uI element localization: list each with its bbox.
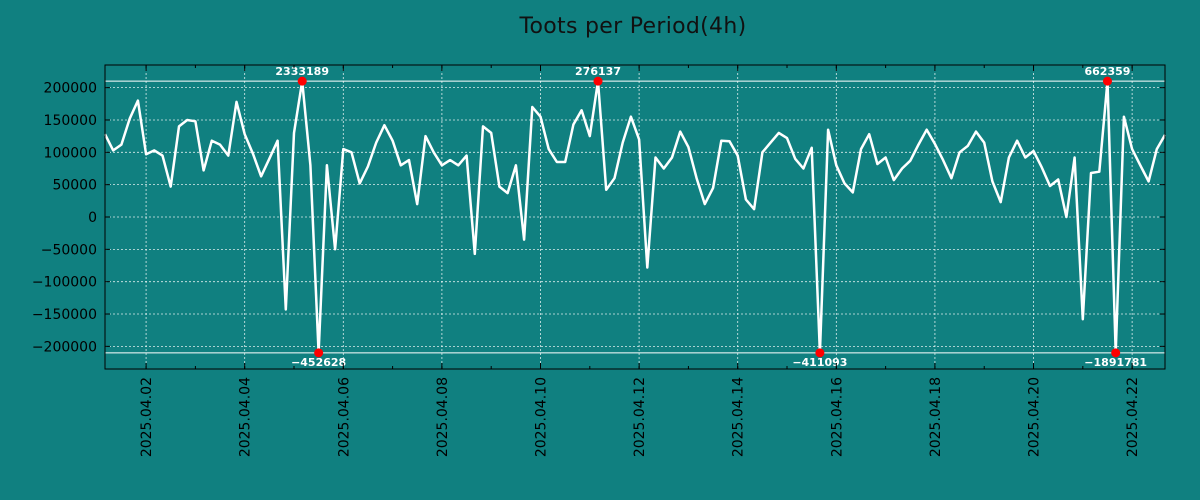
x-tick-label: 2025.04.02 [139,377,155,457]
y-tick-label: −50000 [41,242,97,258]
x-tick-label: 2025.04.06 [336,377,352,457]
y-tick-label: 100000 [44,145,97,161]
x-tick-label: 2025.04.16 [829,377,845,457]
peak-marker [1102,76,1112,86]
y-tick-label: −100000 [32,275,97,291]
x-tick-label: 2025.04.22 [1125,377,1141,457]
chart-title: Toots per Period(4h) [519,14,747,39]
peak-marker [297,76,307,86]
y-tick-label: −200000 [32,339,97,355]
clip-threshold-lines [105,80,1165,354]
peak-label: −1891781 [1084,356,1147,369]
peak-marker [1111,348,1121,358]
peak-marker [593,76,603,86]
x-tick-label: 2025.04.14 [731,377,747,457]
y-axis: −200000 −150000 −100000 −50000 0 50000 100000 1… [32,81,1165,355]
y-tick-label: 200000 [44,81,97,97]
y-tick-label: −150000 [32,307,97,323]
x-tick-label: 2025.04.08 [435,377,451,457]
x-tick-label: 2025.04.20 [1027,377,1043,457]
y-tick-label: 150000 [44,113,97,129]
x-tick-label: 2025.04.18 [928,377,944,457]
peak-label: 662359 [1085,65,1131,78]
x-tick-label: 2025.04.04 [238,377,254,457]
series-line [103,79,1167,355]
grid-lines [105,65,1165,369]
x-axis: 2025.04.02 2025.04.04 2025.04.06 2025.04.08… [139,65,1141,457]
x-tick-label: 2025.04.10 [534,377,550,457]
y-tick-label: 50000 [52,178,97,194]
peak-label: −411093 [792,356,847,369]
peak-label: 2333189 [275,65,329,78]
peak-label: −452628 [291,356,346,369]
x-tick-label: 2025.04.12 [632,377,648,457]
series-line-path [103,79,1167,355]
peak-marker [815,348,825,358]
peak-markers: 2333189 −452628 276137 −411093 662359 −189178… [275,65,1147,369]
peak-label: 276137 [575,65,621,78]
y-tick-label: 0 [88,210,97,226]
peak-marker [314,348,324,358]
